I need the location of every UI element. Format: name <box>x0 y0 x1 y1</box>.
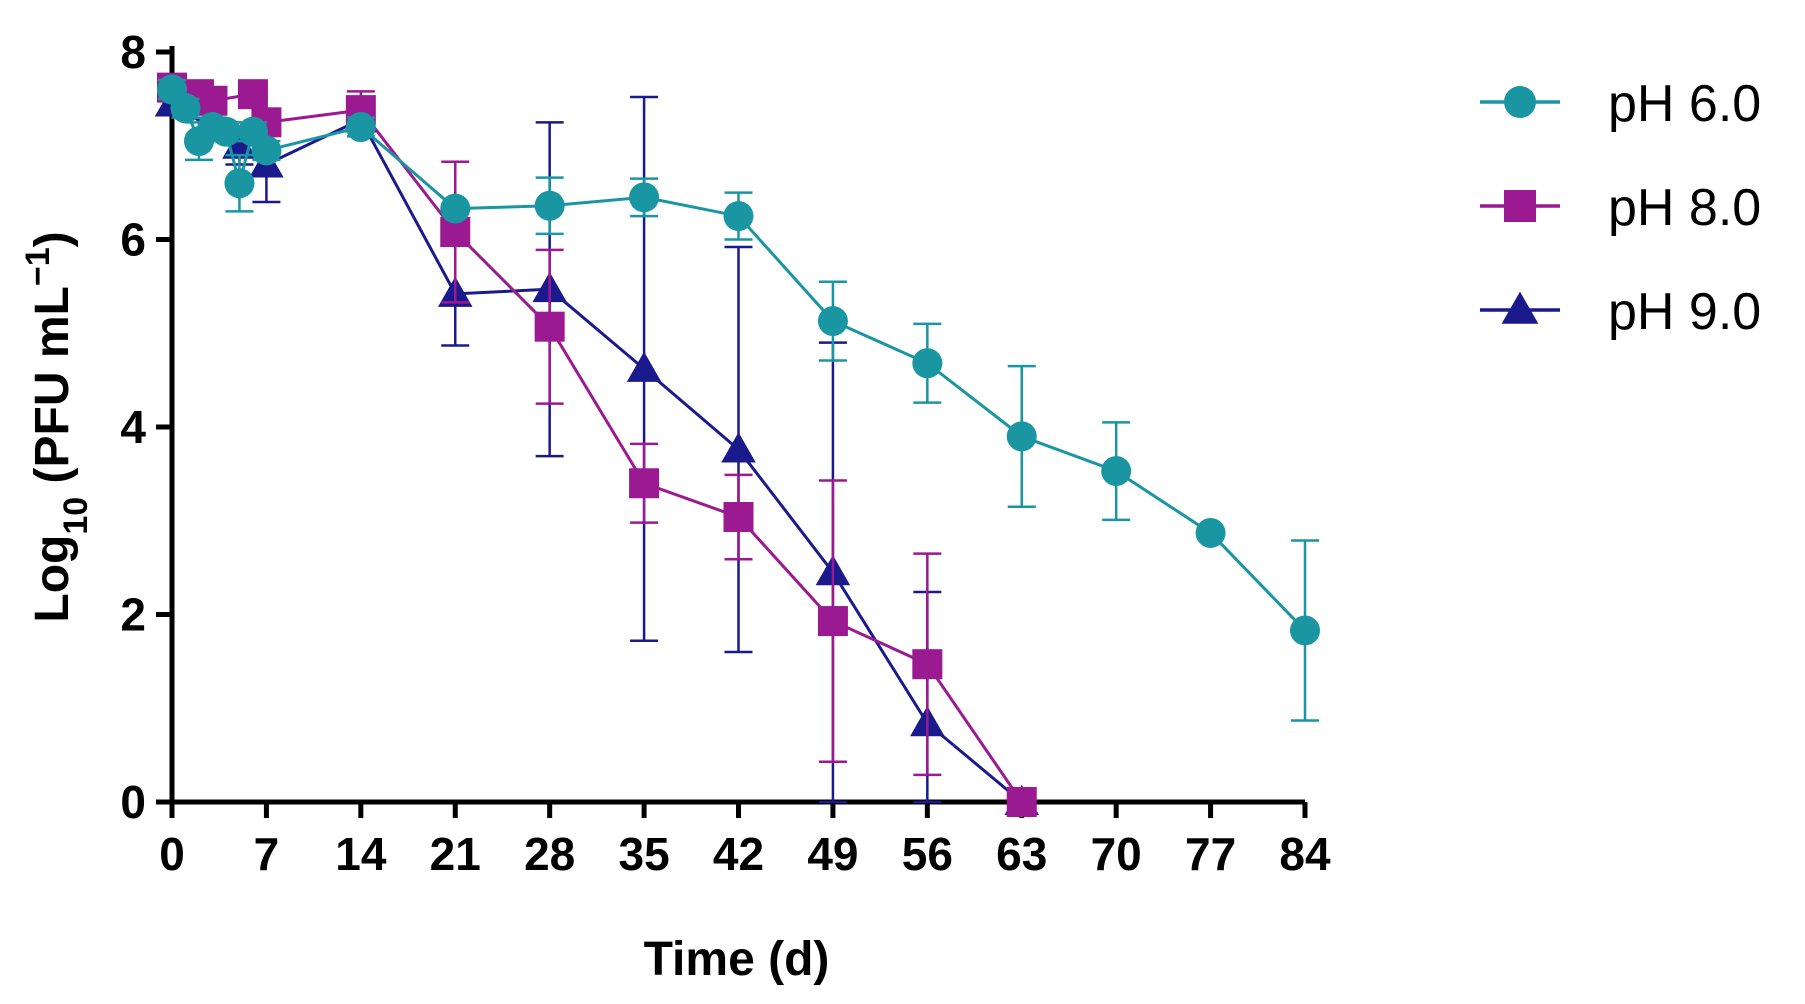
data-point <box>1006 421 1037 452</box>
x-tick-label: 49 <box>807 828 858 880</box>
y-axis-ticks: 0 2 4 6 8 <box>120 26 172 828</box>
legend-marker <box>1504 86 1536 118</box>
x-tick-label: 35 <box>618 828 669 880</box>
data-point <box>534 190 565 221</box>
data-point <box>1290 615 1320 646</box>
x-tick-label: 0 <box>159 828 185 880</box>
y-tick-label: 0 <box>120 776 146 828</box>
data-point <box>721 432 756 463</box>
x-tick-label: 63 <box>996 828 1047 880</box>
series-ph-6.0 <box>157 74 1320 722</box>
data-point <box>534 311 565 342</box>
legend-marker <box>1504 190 1536 222</box>
series-ph-8.0 <box>157 72 1037 817</box>
data-point <box>629 468 660 499</box>
data-point <box>912 348 943 379</box>
data-point <box>251 135 282 166</box>
data-point <box>817 606 848 637</box>
data-point <box>723 201 754 232</box>
y-axis-label-close: ) <box>26 231 79 247</box>
y-tick-label: 8 <box>120 26 146 78</box>
data-point <box>1195 517 1226 548</box>
x-tick-label: 84 <box>1279 828 1331 880</box>
series-line <box>171 102 1023 804</box>
legend-label: pH 9.0 <box>1608 283 1761 341</box>
legend-item: pH 9.0 <box>1480 283 1761 341</box>
legend-item: pH 8.0 <box>1480 179 1761 237</box>
y-tick-label: 2 <box>120 589 146 641</box>
data-point <box>237 79 268 110</box>
y-axis-label-superscript: −1 <box>19 247 57 286</box>
x-tick-label: 21 <box>430 828 481 880</box>
y-axis-label-unit: (PFU mL <box>26 286 79 497</box>
x-tick-label: 7 <box>254 828 280 880</box>
x-tick-label: 56 <box>902 828 953 880</box>
x-axis-label: Time (d) <box>644 933 830 986</box>
x-tick-label: 70 <box>1091 828 1142 880</box>
data-point <box>723 502 754 532</box>
y-tick-label: 6 <box>120 214 146 266</box>
data-point <box>440 193 471 224</box>
y-axis-label-subscript: 10 <box>57 497 95 535</box>
series-layer <box>154 72 1320 817</box>
data-point <box>197 85 228 116</box>
data-point <box>1006 787 1037 817</box>
series-ph-9.0 <box>154 86 1039 815</box>
legend-label: pH 8.0 <box>1608 179 1761 237</box>
data-point <box>629 182 660 213</box>
x-tick-label: 77 <box>1185 828 1236 880</box>
x-tick-label: 28 <box>524 828 575 880</box>
y-axis-label-main: Log <box>26 535 79 623</box>
data-point <box>626 351 662 382</box>
legend-item: pH 6.0 <box>1480 75 1761 133</box>
data-point <box>170 93 201 124</box>
data-point <box>912 649 943 680</box>
data-point <box>224 168 255 199</box>
data-point <box>817 306 848 337</box>
data-point <box>345 112 376 142</box>
y-axis-label: Log10 (PFU mL−1) <box>19 231 95 622</box>
y-tick-label: 4 <box>120 401 146 453</box>
legend-label: pH 6.0 <box>1608 75 1761 133</box>
legend-marker <box>1501 291 1539 324</box>
x-tick-label: 42 <box>713 828 764 880</box>
data-point <box>1101 456 1132 487</box>
data-point <box>210 116 241 147</box>
legend: pH 6.0 pH 8.0 pH 9.0 <box>1480 75 1761 341</box>
x-axis-ticks: 0 7 14 21 28 35 42 49 56 63 70 77 84 <box>159 802 1331 880</box>
x-tick-label: 14 <box>335 828 387 880</box>
series-line <box>171 86 1023 803</box>
